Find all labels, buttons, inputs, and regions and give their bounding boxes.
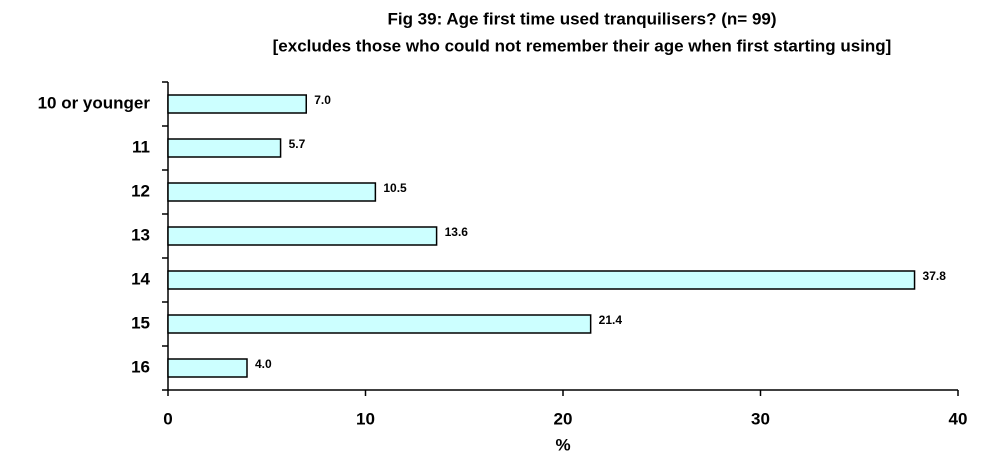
x-tick-label: 10 <box>356 409 375 428</box>
value-label: 37.8 <box>923 269 947 283</box>
y-tick-label: 12 <box>131 181 150 200</box>
value-label: 13.6 <box>445 225 469 239</box>
y-tick-label: 13 <box>131 225 150 244</box>
y-tick-label: 10 or younger <box>38 93 151 112</box>
bar <box>167 314 592 334</box>
bar <box>167 226 438 246</box>
value-label: 4.0 <box>255 357 272 371</box>
value-label: 21.4 <box>599 313 623 327</box>
y-tick-label: 11 <box>132 137 150 156</box>
x-axis-label: % <box>555 435 570 454</box>
value-label: 5.7 <box>289 137 306 151</box>
bar <box>167 94 307 114</box>
x-tick-label: 20 <box>554 409 573 428</box>
y-tick-label: 16 <box>131 357 150 376</box>
bar <box>167 358 248 378</box>
bar <box>167 270 916 290</box>
value-label: 7.0 <box>314 93 331 107</box>
y-tick-label: 14 <box>131 269 150 288</box>
chart-subtitle: [excludes those who could not remember t… <box>273 36 892 55</box>
chart-title: Fig 39: Age first time used tranquiliser… <box>387 9 776 28</box>
x-tick-label: 40 <box>949 409 968 428</box>
x-tick-label: 30 <box>751 409 770 428</box>
x-tick-label: 0 <box>163 409 172 428</box>
value-label: 10.5 <box>383 181 407 195</box>
bar <box>167 138 282 158</box>
y-tick-label: 15 <box>131 313 150 332</box>
bar <box>167 182 377 202</box>
